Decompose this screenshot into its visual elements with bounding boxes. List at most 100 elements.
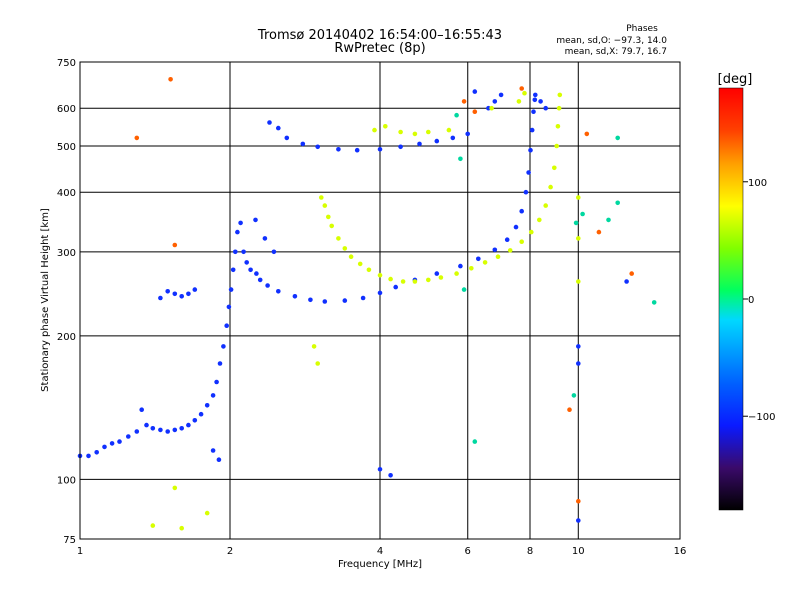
x-tick-label: 1 [77, 546, 83, 557]
echo-point [254, 271, 259, 276]
echo-point [469, 266, 474, 271]
echo-point [388, 473, 393, 478]
echo-point [615, 135, 620, 141]
echo-point [615, 200, 620, 206]
echo-point [204, 510, 210, 516]
echo-point [186, 422, 191, 428]
y-tick-label: 400 [57, 188, 76, 199]
echo-point [262, 236, 268, 241]
echo-point [576, 498, 581, 504]
echo-point [179, 294, 184, 299]
echo-point [342, 246, 348, 251]
echo-point [192, 418, 198, 423]
echo-point [265, 283, 270, 288]
echo-point [504, 237, 510, 242]
echo-point [454, 112, 459, 118]
echo-point [552, 165, 557, 171]
x-tick-label: 6 [465, 546, 471, 557]
echo-point [426, 129, 431, 135]
echo-point [322, 299, 328, 304]
echo-point [377, 467, 383, 472]
echo-point [315, 144, 321, 150]
y-tick-label: 750 [57, 58, 76, 69]
x-tick-label: 16 [674, 546, 687, 557]
echo-point [315, 361, 321, 366]
echo-point [216, 457, 222, 463]
echo-point [221, 344, 226, 349]
echo-point [168, 77, 173, 82]
echo-point [576, 195, 581, 200]
echo-point [489, 105, 494, 111]
echo-point [543, 203, 548, 208]
echo-point [172, 291, 178, 297]
y-tick-label: 100 [57, 475, 76, 486]
echo-point [300, 141, 306, 147]
echo-point [126, 434, 131, 439]
echo-point [400, 279, 406, 284]
echo-point [198, 411, 204, 417]
echo-point [226, 304, 232, 310]
echo-point [210, 448, 216, 453]
y-tick-label: 75 [63, 535, 76, 546]
echo-point [109, 441, 115, 446]
echo-point [329, 223, 335, 229]
echo-point [576, 518, 581, 523]
echo-point [492, 99, 498, 104]
echo-point [244, 260, 249, 265]
echo-point [498, 92, 504, 98]
echo-point [446, 127, 452, 133]
echo-point [556, 105, 562, 111]
echo-point [311, 344, 317, 349]
plot-frame [79, 61, 681, 540]
echo-point [377, 272, 383, 278]
echo-point [292, 294, 298, 299]
y-axis-ticks: 75 100 200 300 400 500 600 750 [57, 58, 76, 546]
echo-point [495, 254, 501, 259]
colorbar-tick-label: 0 [748, 295, 754, 306]
echo-point [158, 295, 163, 301]
echo-point [412, 279, 418, 284]
echo-point [179, 426, 184, 431]
y-tick-label: 300 [57, 248, 76, 259]
echo-point [606, 217, 611, 223]
echo-point [139, 407, 144, 413]
echo-point [158, 427, 163, 433]
echo-point [228, 287, 234, 292]
echo-point [576, 344, 581, 349]
echo-point [322, 203, 328, 208]
echo-point [102, 444, 107, 450]
echo-point [557, 92, 563, 98]
y-tick-label: 600 [57, 104, 76, 115]
echo-point [342, 298, 348, 303]
echo-point [580, 211, 585, 217]
colorbar [718, 87, 744, 511]
echo-point [576, 361, 581, 366]
echo-point [284, 135, 290, 141]
echo-point [172, 242, 178, 248]
echo-point [134, 429, 140, 434]
echo-point [576, 279, 581, 284]
echo-point [543, 105, 548, 111]
echo-point [472, 89, 478, 94]
echo-point [372, 127, 377, 133]
y-axis-label: Stationary phase Virtual Height [km] [40, 208, 51, 392]
echo-point [571, 393, 577, 398]
colorbar-tick-label: 100 [748, 178, 767, 189]
x-tick-label: 2 [227, 546, 233, 557]
echo-point [393, 284, 399, 290]
x-axis-label: Frequency [MHz] [338, 559, 422, 570]
echo-point [383, 124, 388, 129]
echo-point [538, 99, 543, 104]
echo-point [554, 143, 559, 149]
echo-point [357, 261, 363, 267]
echo-point [144, 422, 149, 428]
echo-point [526, 170, 531, 175]
echo-point [241, 249, 246, 255]
echo-point [233, 249, 238, 255]
echo-point [519, 239, 524, 244]
echo-point [576, 236, 581, 241]
echo-point [210, 393, 216, 398]
echo-point [172, 427, 178, 433]
echo-point [528, 147, 533, 153]
echo-point [450, 135, 456, 141]
